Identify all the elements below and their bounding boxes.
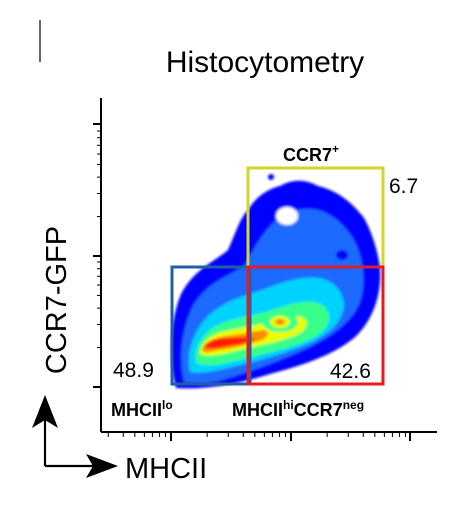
density-hole xyxy=(276,207,298,225)
gate-mhcii-hi-ccr7-neg-label: MHCIIhiCCR7neg xyxy=(232,398,364,420)
density-hole-edge xyxy=(336,250,348,260)
gate-mhcii-lo-percent: 48.9 xyxy=(113,359,154,382)
gate-ccr7-pos-percent: 6.7 xyxy=(389,175,418,198)
plot-axes xyxy=(93,98,437,441)
gate-mhcii-hi-ccr7-neg-percent: 42.6 xyxy=(330,360,371,383)
x-axis-label: MHCII xyxy=(125,453,207,485)
density-layer-7 xyxy=(204,337,254,349)
gate-ccr7-pos-label: CCR7+ xyxy=(283,142,339,165)
outlier-event xyxy=(268,174,274,180)
y-axis-label: CCR7-GFP xyxy=(41,226,73,374)
gate-mhcii-hi-ccr7-neg[interactable] xyxy=(246,265,385,386)
x-axis-arrowhead-icon xyxy=(86,454,118,478)
density-plot xyxy=(171,174,381,389)
chart-title: Histocytometry xyxy=(166,46,364,79)
gate-mhcii-lo-label: MHCIIlo xyxy=(111,398,173,420)
y-axis-arrowhead-icon xyxy=(32,395,58,428)
density-hotspot-core xyxy=(275,319,285,325)
gate-mhcii-lo[interactable] xyxy=(170,265,252,386)
gates-layer xyxy=(170,166,385,386)
axis-arrows xyxy=(32,395,118,478)
